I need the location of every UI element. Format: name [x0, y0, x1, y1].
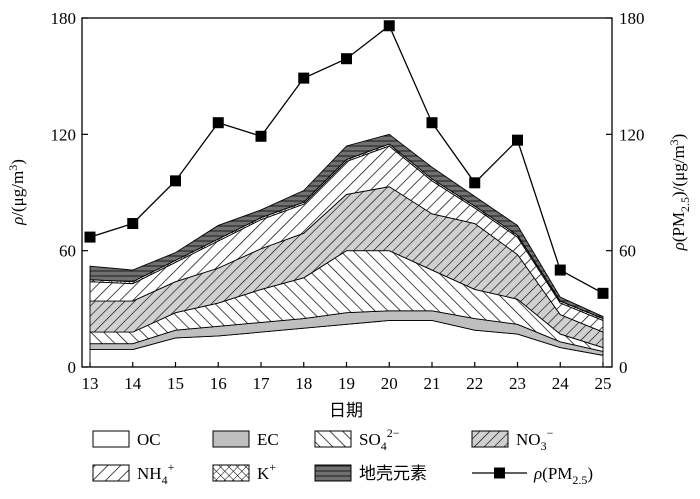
legend-label-oc: OC — [137, 430, 161, 449]
legend-label-so4: SO42− — [359, 426, 400, 453]
x-tick-label: 13 — [82, 374, 99, 393]
y-tick-label-left: 60 — [59, 242, 76, 261]
pm25-point — [383, 20, 395, 32]
x-tick-label: 22 — [466, 374, 483, 393]
x-tick-label: 25 — [595, 374, 612, 393]
x-tick-label: 20 — [381, 374, 398, 393]
area-crustal — [89, 133, 604, 320]
pm25-point — [212, 117, 224, 129]
x-tick-label: 21 — [424, 374, 441, 393]
pm25-point — [84, 231, 96, 243]
pm25-series — [84, 20, 609, 299]
pm25-point — [426, 117, 438, 129]
y-tick-label-left: 180 — [51, 9, 77, 28]
legend-swatch-so4 — [314, 430, 352, 448]
stacked-areas — [89, 133, 604, 368]
legend-label-pm25: ρ(PM2.5) — [533, 464, 593, 487]
pm25-point — [298, 72, 310, 84]
x-tick-label: 18 — [295, 374, 312, 393]
legend-swatch-nh4 — [92, 464, 130, 482]
pm25-point — [341, 53, 352, 65]
legend-swatch-ec — [212, 430, 250, 448]
pm25-point — [469, 177, 481, 189]
x-tick-label: 23 — [509, 374, 526, 393]
x-tick-label: 16 — [210, 374, 227, 393]
legend-label-no3: NO3− — [516, 426, 554, 453]
pm25-point — [554, 264, 566, 276]
legend-label-ec: EC — [257, 430, 279, 449]
legend-label-k: K+ — [257, 460, 276, 483]
y-tick-label-right: 120 — [619, 125, 645, 144]
x-tick-label: 24 — [552, 374, 570, 393]
x-tick-label: 15 — [167, 374, 184, 393]
y-tick-label-left: 0 — [68, 358, 77, 377]
x-tick-label: 19 — [338, 374, 355, 393]
y-axis-label-left: ρ/(μg/m3) — [6, 159, 27, 226]
y-tick-label-left: 120 — [51, 125, 77, 144]
legend-swatch-pm25-marker — [494, 467, 505, 479]
y-tick-label-right: 0 — [619, 358, 628, 377]
x-axis-label: 日期 — [329, 401, 363, 420]
legend-swatch-crustal — [314, 464, 352, 482]
y-axis-label-right: ρ(PM2.5)/(μg/m3) — [667, 134, 692, 252]
legend-label-crustal: 地壳元素 — [359, 464, 427, 483]
legend-label-nh4: NH4+ — [137, 460, 175, 487]
x-tick-label: 17 — [253, 374, 271, 393]
y-tick-label-right: 180 — [619, 9, 645, 28]
legend-swatch-k — [212, 464, 250, 482]
pm25-point — [597, 287, 609, 299]
x-tick-label: 14 — [124, 374, 142, 393]
x-axis-ticks: 13 14 15 16 17 18 19 20 21 22 23 24 25 — [82, 362, 612, 393]
legend-swatch-oc — [92, 430, 130, 448]
pm25-point — [170, 175, 181, 187]
pm25-point — [255, 130, 267, 142]
legend: OC EC SO42− NO3− NH4+ K+ 地壳元素 ρ(PM2.5) — [92, 426, 593, 487]
pm25-point — [127, 218, 139, 230]
y-tick-label-right: 60 — [619, 242, 636, 261]
legend-swatch-no3 — [471, 430, 509, 448]
y-axis-ticks: 0 0 60 60 120 120 180 180 — [51, 9, 645, 377]
pm25-point — [512, 134, 523, 146]
